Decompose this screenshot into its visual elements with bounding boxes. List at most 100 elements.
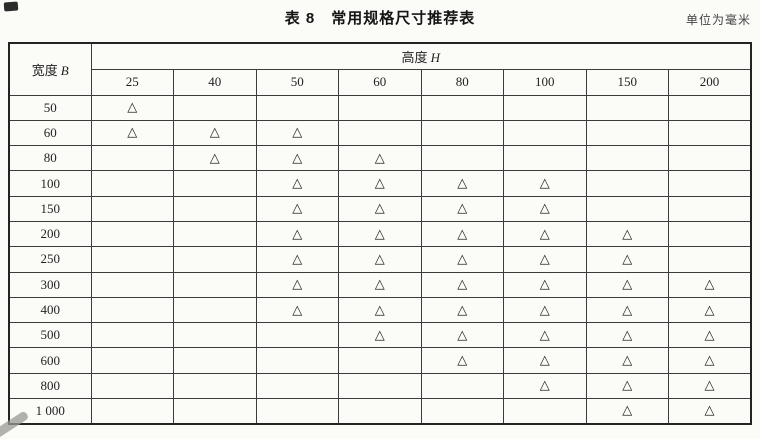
row-header-width: 250 — [8, 246, 92, 273]
empty-cell — [90, 246, 174, 273]
height-column-header-40: 40 — [173, 68, 257, 96]
recommended-size-mark: △ — [338, 195, 422, 222]
table-row-width-60: 60 △ △ △ — [8, 119, 752, 147]
table-header: 宽度 B 高度 H 25 40 50 60 80 100 150 200 — [8, 42, 752, 96]
empty-cell — [420, 94, 504, 121]
table-row-width-50: 50 △ — [8, 94, 752, 121]
empty-cell — [90, 398, 174, 425]
height-variable-symbol: H — [430, 49, 440, 65]
empty-cell — [668, 220, 752, 248]
empty-cell — [90, 296, 174, 324]
height-columns-row: 25 40 50 60 80 100 150 200 — [9, 68, 752, 96]
empty-cell — [585, 170, 669, 197]
empty-cell — [338, 119, 422, 147]
column-group-label: 高度 — [401, 49, 428, 65]
empty-cell — [173, 220, 257, 248]
recommended-size-mark: △ — [585, 220, 669, 248]
empty-cell — [668, 119, 752, 147]
empty-cell — [420, 119, 504, 147]
height-column-header-25: 25 — [90, 68, 174, 96]
recommended-size-mark: △ — [503, 170, 587, 197]
recommended-size-mark: △ — [585, 398, 669, 425]
recommended-size-mark: △ — [255, 119, 339, 147]
empty-cell — [420, 145, 504, 172]
row-header-width: 80 — [8, 145, 92, 172]
recommended-size-mark: △ — [585, 322, 669, 349]
recommended-size-mark: △ — [503, 322, 587, 349]
corner-header-label: 宽度 — [31, 62, 58, 78]
empty-cell — [338, 94, 422, 121]
column-group-header-height-h: 高度 H — [90, 42, 752, 70]
height-column-header-150: 150 — [585, 68, 669, 96]
recommended-size-mark: △ — [420, 246, 504, 273]
recommended-size-mark: △ — [255, 170, 339, 197]
table-row-width-500: 500 △ △ △ △ △ — [8, 322, 752, 349]
recommended-size-mark: △ — [338, 322, 422, 349]
empty-cell — [255, 372, 339, 400]
recommended-size-mark: △ — [255, 271, 339, 298]
table-row-width-80: 80 △ △ △ — [8, 145, 752, 172]
empty-cell — [338, 398, 422, 425]
recommended-size-mark: △ — [338, 246, 422, 273]
empty-cell — [90, 195, 174, 222]
row-header-width: 150 — [8, 195, 92, 222]
row-header-width: 600 — [8, 347, 92, 374]
table-row-width-250: 250 △ △ △ △ △ — [8, 246, 752, 273]
table-row-width-800: 800 △ △ △ — [8, 372, 752, 400]
empty-cell — [173, 322, 257, 349]
recommended-size-mark: △ — [338, 145, 422, 172]
recommended-size-mark: △ — [338, 220, 422, 248]
empty-cell — [668, 195, 752, 222]
height-column-header-100: 100 — [503, 68, 587, 96]
recommended-size-mark: △ — [420, 296, 504, 324]
row-header-width: 300 — [8, 271, 92, 298]
height-column-header-80: 80 — [420, 68, 504, 96]
table-row-width-100: 100 △ △ △ △ — [8, 170, 752, 197]
empty-cell — [173, 94, 257, 121]
table-row-width-400: 400 △ △ △ △ △ △ — [8, 296, 752, 324]
row-header-width: 800 — [8, 372, 92, 400]
empty-cell — [90, 372, 174, 400]
recommended-size-mark: △ — [255, 246, 339, 273]
recommended-size-mark: △ — [90, 119, 174, 147]
empty-cell — [668, 94, 752, 121]
recommended-size-mark: △ — [90, 94, 174, 121]
table-row-width-300: 300 △ △ △ △ △ △ — [8, 271, 752, 298]
unit-note: 单位为毫米 — [685, 13, 751, 27]
height-column-header-50: 50 — [255, 68, 339, 96]
empty-cell — [90, 271, 174, 298]
spec-size-table: 宽度 B 高度 H 25 40 50 60 80 100 150 200 50 △ 60 △ △ △ 80 △ △… — [8, 42, 752, 425]
empty-cell — [585, 195, 669, 222]
empty-cell — [420, 372, 504, 400]
recommended-size-mark: △ — [420, 220, 504, 248]
recommended-size-mark: △ — [420, 170, 504, 197]
recommended-size-mark: △ — [420, 195, 504, 222]
empty-cell — [173, 398, 257, 425]
empty-cell — [173, 195, 257, 222]
recommended-size-mark: △ — [668, 322, 752, 349]
empty-cell — [585, 94, 669, 121]
recommended-size-mark: △ — [338, 296, 422, 324]
row-header-width: 50 — [8, 94, 92, 121]
empty-cell — [338, 372, 422, 400]
recommended-size-mark: △ — [255, 296, 339, 324]
empty-cell — [173, 246, 257, 273]
recommended-size-mark: △ — [585, 271, 669, 298]
recommended-size-mark: △ — [255, 195, 339, 222]
recommended-size-mark: △ — [503, 195, 587, 222]
recommended-size-mark: △ — [420, 322, 504, 349]
table-row-width-200: 200 △ △ △ △ △ — [8, 220, 752, 248]
recommended-size-mark: △ — [420, 347, 504, 374]
empty-cell — [173, 296, 257, 324]
recommended-size-mark: △ — [420, 271, 504, 298]
row-header-width: 400 — [8, 296, 92, 324]
page-title: 表 8 常用规格尺寸推荐表 — [284, 10, 476, 27]
recommended-size-mark: △ — [503, 347, 587, 374]
row-header-width: 200 — [8, 220, 92, 248]
empty-cell — [668, 145, 752, 172]
empty-cell — [338, 347, 422, 374]
height-column-header-200: 200 — [668, 68, 752, 96]
empty-cell — [585, 145, 669, 172]
recommended-size-mark: △ — [668, 398, 752, 425]
